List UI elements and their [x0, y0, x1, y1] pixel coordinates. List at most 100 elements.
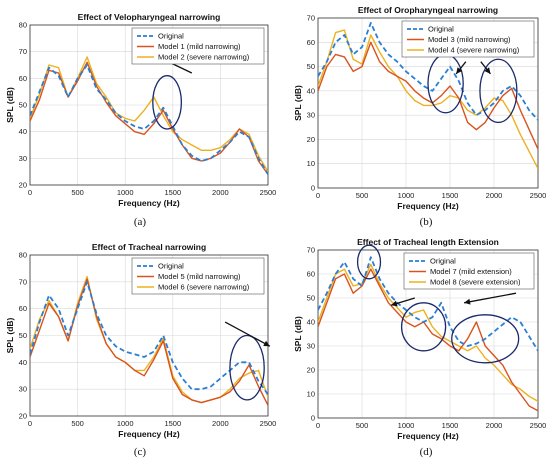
- y-tick-label: 30: [19, 385, 27, 394]
- legend-label: Model 5 (mild narrowing): [158, 272, 241, 281]
- y-tick-label: 40: [307, 318, 315, 327]
- y-tick-label: 20: [19, 181, 27, 190]
- y-tick-label: 80: [19, 21, 27, 30]
- y-tick-label: 60: [19, 74, 27, 83]
- x-tick-label: 500: [71, 419, 84, 428]
- x-tick-label: 2000: [486, 421, 503, 430]
- x-tick-label: 0: [316, 421, 320, 430]
- y-tick-label: 40: [307, 86, 315, 95]
- x-tick-label: 1000: [398, 191, 415, 200]
- legend-label: Original: [430, 257, 456, 266]
- series-line-1: [318, 41, 538, 150]
- axes-box: [29, 254, 269, 417]
- x-tick-label: 2000: [212, 419, 229, 428]
- y-tick-label: 50: [19, 101, 27, 110]
- legend-label: Model 6 (severe narrowing): [158, 283, 250, 292]
- series-line-0: [318, 256, 538, 352]
- x-tick-label: 1500: [442, 421, 459, 430]
- legend-box: [403, 252, 535, 290]
- y-tick-label: 70: [307, 14, 315, 23]
- panel-caption: (c): [134, 446, 147, 458]
- panel-caption: (b): [420, 216, 433, 228]
- annotation-arrowhead: [464, 298, 471, 305]
- y-tick-label: 40: [19, 358, 27, 367]
- y-axis-label: SPL (dB): [293, 85, 303, 121]
- y-axis-label: SPL (dB): [293, 316, 303, 352]
- y-tick-label: 50: [19, 331, 27, 340]
- y-tick-label: 20: [307, 366, 315, 375]
- series-line-1: [30, 278, 268, 406]
- x-tick-label: 2500: [530, 191, 547, 200]
- y-tick-label: 60: [19, 304, 27, 313]
- legend-label: Model 7 (mild extension): [430, 267, 512, 276]
- y-tick-label: 50: [307, 294, 315, 303]
- y-tick-label: 80: [19, 251, 27, 260]
- chart-title: Effect of Oropharyngeal narrowing: [358, 5, 498, 15]
- x-tick-label: 2500: [260, 419, 277, 428]
- series-line-2: [318, 263, 538, 402]
- x-tick-label: 0: [316, 191, 320, 200]
- y-tick-label: 70: [19, 47, 27, 56]
- annotation-arrowhead: [484, 67, 491, 74]
- panel-d: 0 500 1000 1500 2000 2500 0 10 20 30 40 50 60 70 Effec…: [293, 237, 546, 458]
- panel-c: 0 500 1000 1500 2000 2500 20 30 40 50 60 70 80 Effect…: [5, 242, 276, 458]
- annotation-circle: [229, 334, 265, 401]
- annotation-arrowhead: [263, 340, 270, 347]
- axes-box: [317, 17, 539, 189]
- y-tick-label: 30: [307, 342, 315, 351]
- panel-caption: (d): [420, 446, 433, 458]
- series-line-0: [30, 64, 268, 175]
- annotation-circle: [400, 302, 447, 352]
- panel-a: 0 500 1000 1500 2000 2500 20 30 40 50 60 70 80 Effect…: [5, 12, 276, 228]
- y-axis-label: SPL (dB): [5, 317, 15, 353]
- annotation-circle: [152, 75, 183, 130]
- x-tick-label: 2000: [486, 191, 503, 200]
- annotation-arrowhead: [391, 300, 398, 307]
- legend-label: Model 2 (severe narrowing): [158, 53, 250, 62]
- legend-label: Original: [158, 262, 184, 271]
- y-tick-label: 70: [19, 277, 27, 286]
- x-tick-label: 2000: [212, 188, 229, 197]
- x-axis-label: Frequency (Hz): [118, 198, 180, 208]
- panel-caption: (a): [134, 216, 147, 228]
- legend-label: Model 1 (mild narrowing): [158, 42, 241, 51]
- legend-label: Model 3 (mild narrowing): [428, 35, 511, 44]
- annotation-arrow: [463, 292, 517, 304]
- legend-label: Model 8 (severe extension): [430, 278, 521, 287]
- legend-label: Original: [158, 32, 184, 41]
- x-tick-label: 1500: [164, 188, 181, 197]
- x-tick-label: 2500: [530, 421, 547, 430]
- y-tick-label: 10: [307, 159, 315, 168]
- x-tick-label: 2500: [260, 188, 277, 197]
- x-tick-label: 0: [28, 419, 32, 428]
- annotation-circle: [356, 244, 382, 280]
- legend-label: Model 4 (severe narrowing): [428, 46, 520, 55]
- x-axis-label: Frequency (Hz): [397, 201, 459, 211]
- annotation-arrow: [224, 321, 271, 347]
- chart-title: Effect of Tracheal length Extension: [357, 237, 499, 247]
- y-tick-label: 60: [307, 38, 315, 47]
- y-tick-label: 20: [307, 135, 315, 144]
- axes-box: [317, 249, 539, 419]
- y-tick-label: 30: [307, 111, 315, 120]
- x-axis-label: Frequency (Hz): [397, 431, 459, 441]
- y-tick-label: 40: [19, 127, 27, 136]
- annotation-arrowhead: [456, 67, 463, 74]
- legend-label: Original: [428, 25, 454, 34]
- series-line-1: [318, 268, 538, 412]
- y-tick-label: 70: [307, 246, 315, 255]
- chart-title: Effect of Tracheal narrowing: [92, 242, 206, 252]
- annotation-circle: [451, 314, 520, 364]
- y-tick-label: 30: [19, 154, 27, 163]
- panel-b: 0 500 1000 1500 2000 2500 0 10 20 30 40 50 60 70 Effec…: [293, 5, 546, 228]
- x-tick-label: 0: [28, 188, 32, 197]
- chart-title: Effect of Velopharyngeal narrowing: [78, 12, 221, 22]
- x-tick-label: 1500: [442, 191, 459, 200]
- y-axis-label: SPL (dB): [5, 87, 15, 123]
- x-tick-label: 1000: [117, 419, 134, 428]
- x-tick-label: 500: [71, 188, 84, 197]
- axes-box: [29, 24, 269, 186]
- y-tick-label: 0: [311, 414, 315, 423]
- y-tick-label: 10: [307, 390, 315, 399]
